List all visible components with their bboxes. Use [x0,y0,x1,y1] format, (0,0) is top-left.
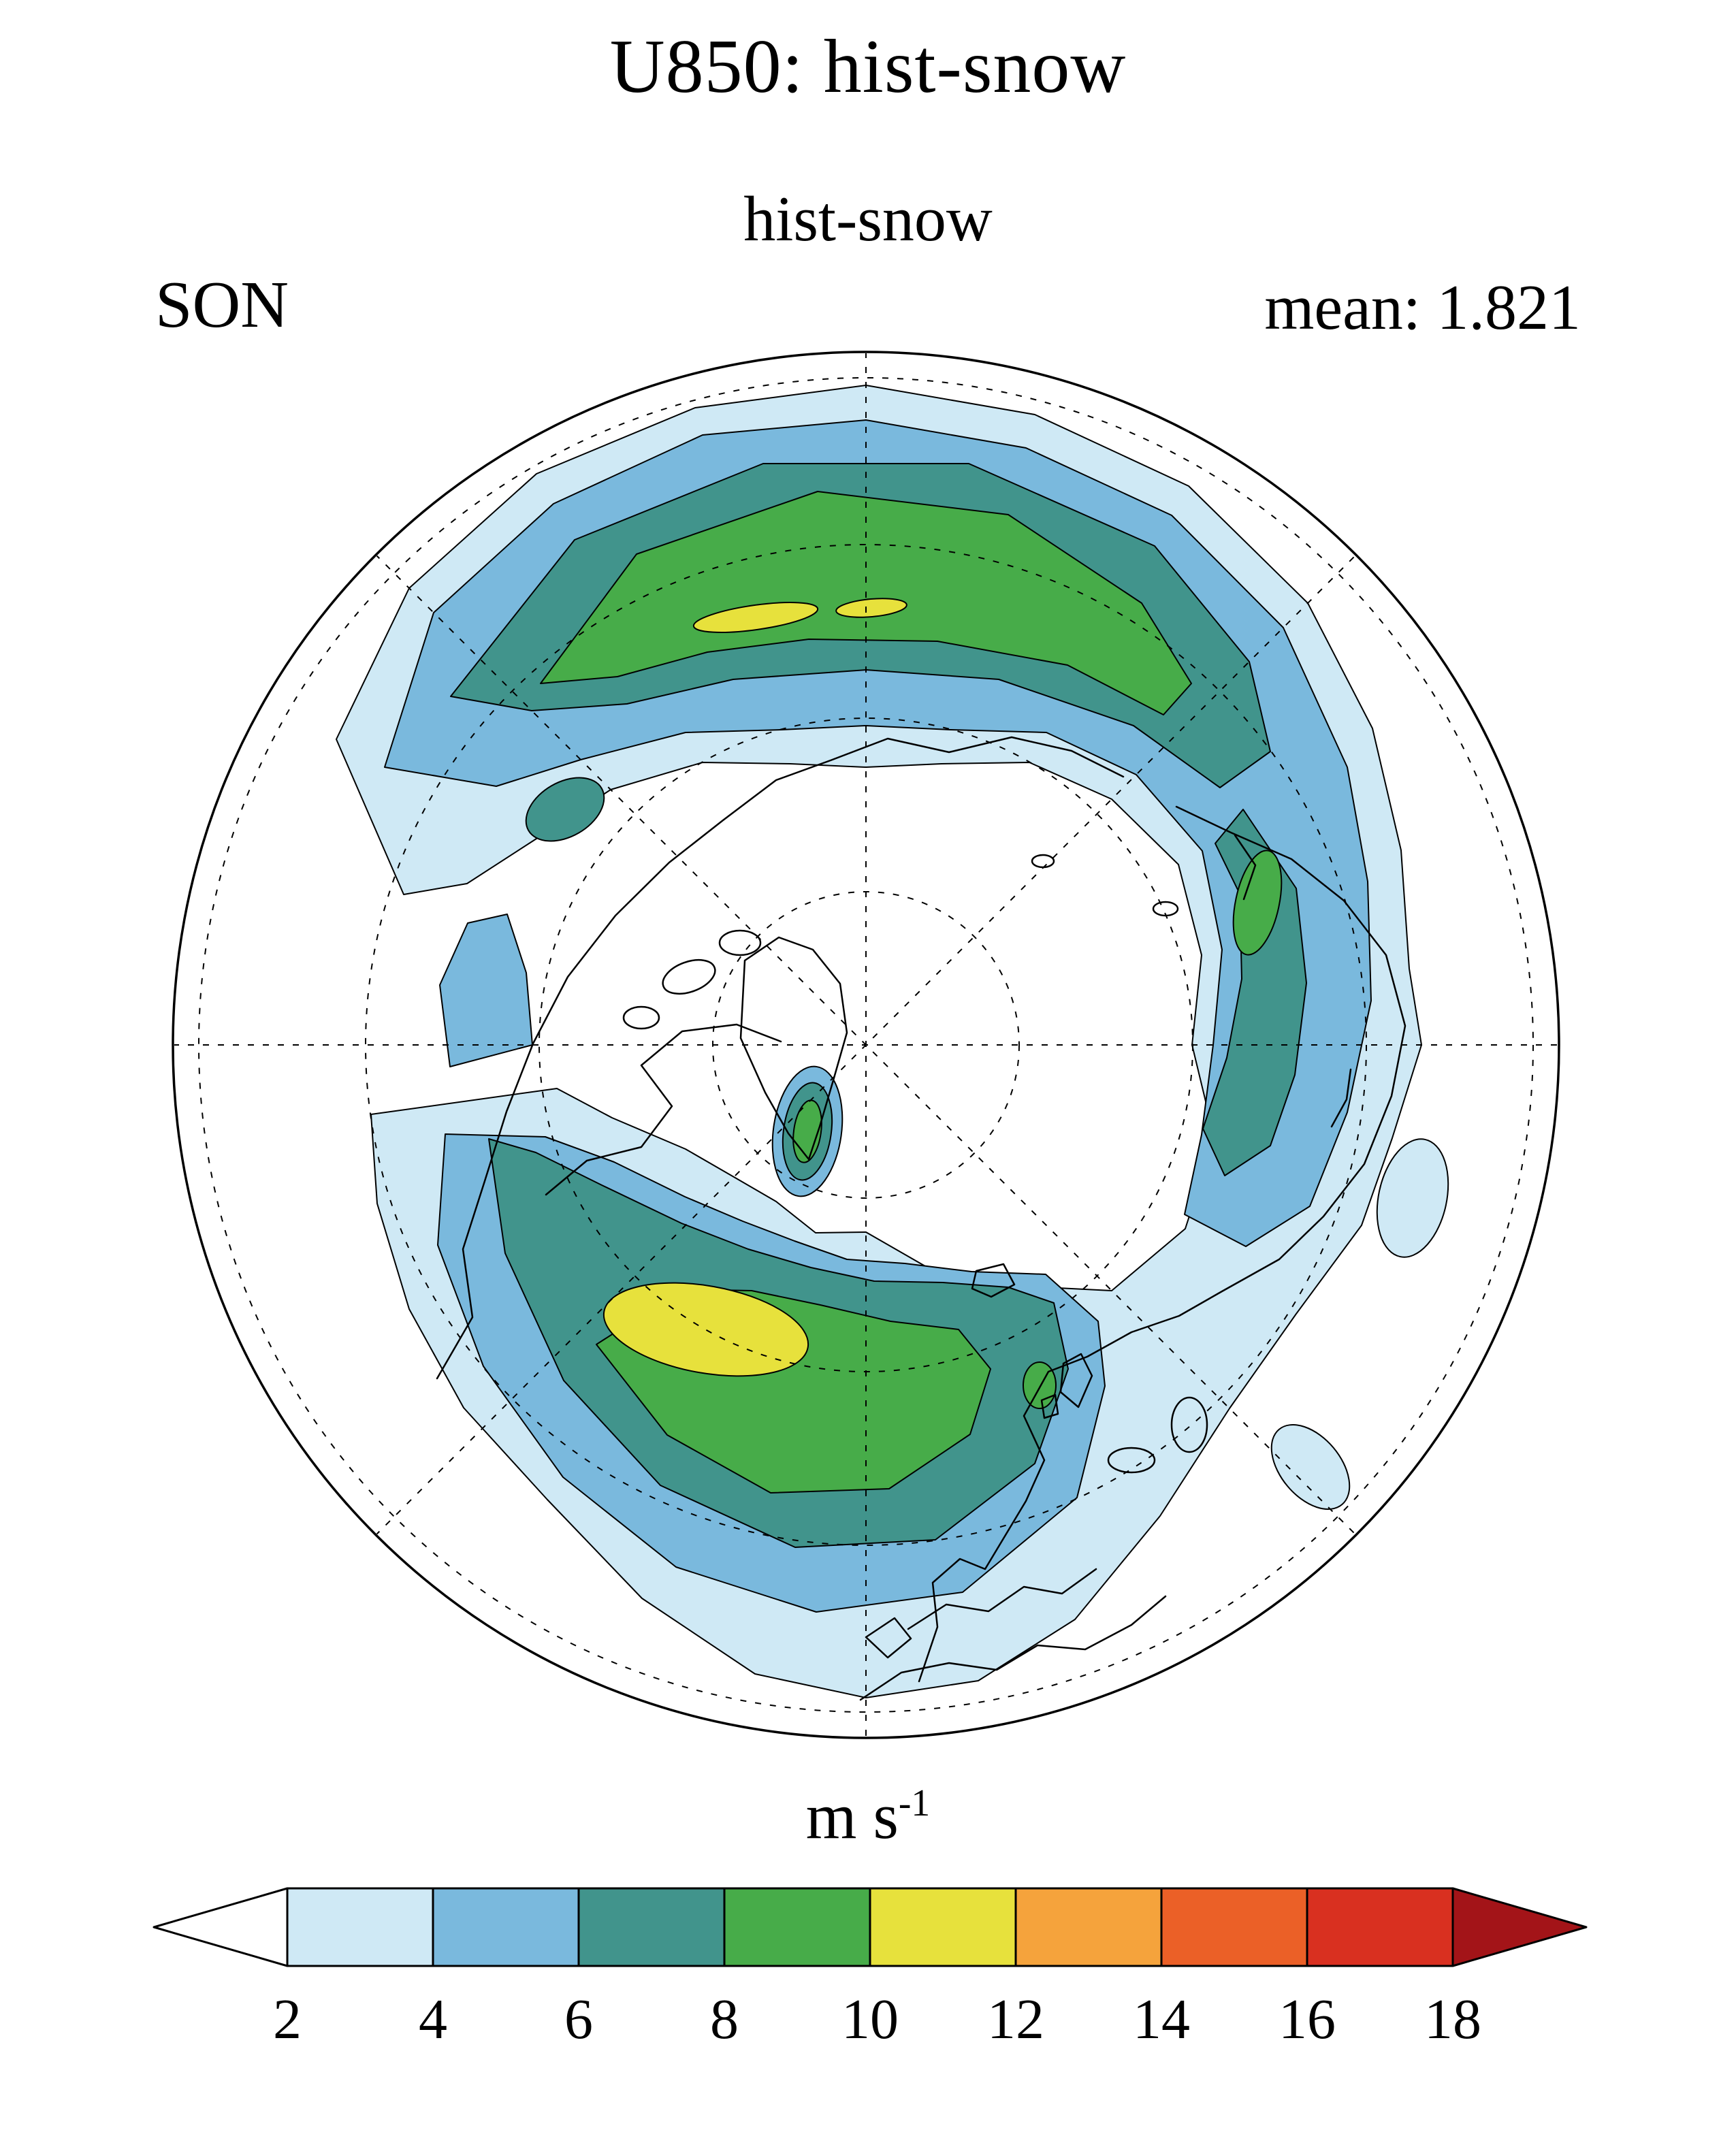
coastline-japan [1330,1068,1352,1128]
colorbar-tick: 10 [841,1988,899,2051]
colorbar-segment-2-4 [286,1887,434,1967]
contour-core-10-12 [835,598,907,618]
contour-patch-8-10 [1232,850,1283,956]
coastline-arctic-island [662,958,716,995]
coastline-caspian [1170,1396,1208,1453]
colorbar-segment-14-16 [1160,1887,1308,1967]
coastline-ireland [1040,1393,1059,1419]
contour-patch-2-4 [1270,1424,1351,1510]
coastline-north-america [436,736,1125,1380]
colorbar-segment-8-10 [723,1887,871,1967]
coastline-arctic-island [718,929,762,956]
coastline-greenland [739,936,848,1161]
meridian-line [374,553,1357,1536]
colorbar-over-arrow [1451,1887,1588,1967]
contour-fills [336,385,1449,1698]
colorbar-tick: 16 [1279,1988,1336,2051]
map-outline [172,351,1560,1739]
colorbar-tick: 18 [1424,1988,1481,2051]
coastline-eurasia [918,805,1407,1683]
colorbar-under-arrow [152,1887,289,1967]
coastline-iceland [971,1263,1016,1298]
coastline-kamchatka [1234,834,1257,901]
colorbar-svg [152,1887,1588,1967]
greenland-jet-8-10 [792,1099,822,1163]
coastline-britain [1059,1353,1093,1408]
contour-core-10-12 [602,1282,809,1377]
colorbar-tick: 6 [564,1988,593,2051]
coastline-iberia [865,1617,912,1659]
coastline-south-europe [907,1568,1097,1630]
graticule [174,353,1558,1737]
unit-base: m s [805,1779,899,1852]
colorbar-tick: 4 [419,1988,447,2051]
latitude-circle [365,544,1367,1546]
contour-core-10-12 [692,602,819,633]
colorbar [151,1887,1589,1967]
colorbar-unit-label: m s-1 [0,1778,1736,1854]
colorbar-tick: 2 [273,1988,302,2051]
coastline-black-sea [1107,1447,1156,1474]
coastline-arctic-island [622,1005,660,1030]
colorbar-segment-4-6 [432,1887,580,1967]
colorbar-tick: 8 [710,1988,739,2051]
colorbar-segment-6-8 [577,1887,726,1967]
colorbar-segment-10-12 [869,1887,1017,1967]
polar-map-svg [172,351,1560,1739]
season-label: SON [155,268,289,342]
colorbar-tick: 14 [1133,1988,1190,2051]
figure-title: U850: hist-snow [609,25,1127,109]
contour-patch-2-4 [1376,1138,1449,1258]
colorbar-segment-16-18 [1306,1887,1454,1967]
polar-map [165,344,1567,1746]
latitude-circle [198,377,1534,1713]
colorbar-tick: 12 [987,1988,1044,2051]
contour-patch-6-8 [525,777,605,842]
colorbar-segment-12-14 [1014,1887,1163,1967]
coastlines [436,736,1407,1701]
contour-patch-8-10 [1023,1361,1057,1409]
unit-exponent: -1 [898,1782,931,1824]
coastline-mediterranean [859,1595,1167,1701]
panel-title: hist-snow [743,184,993,255]
coastline-hudson [545,1023,782,1196]
mean-value-label: mean: 1.821 [1264,272,1581,343]
